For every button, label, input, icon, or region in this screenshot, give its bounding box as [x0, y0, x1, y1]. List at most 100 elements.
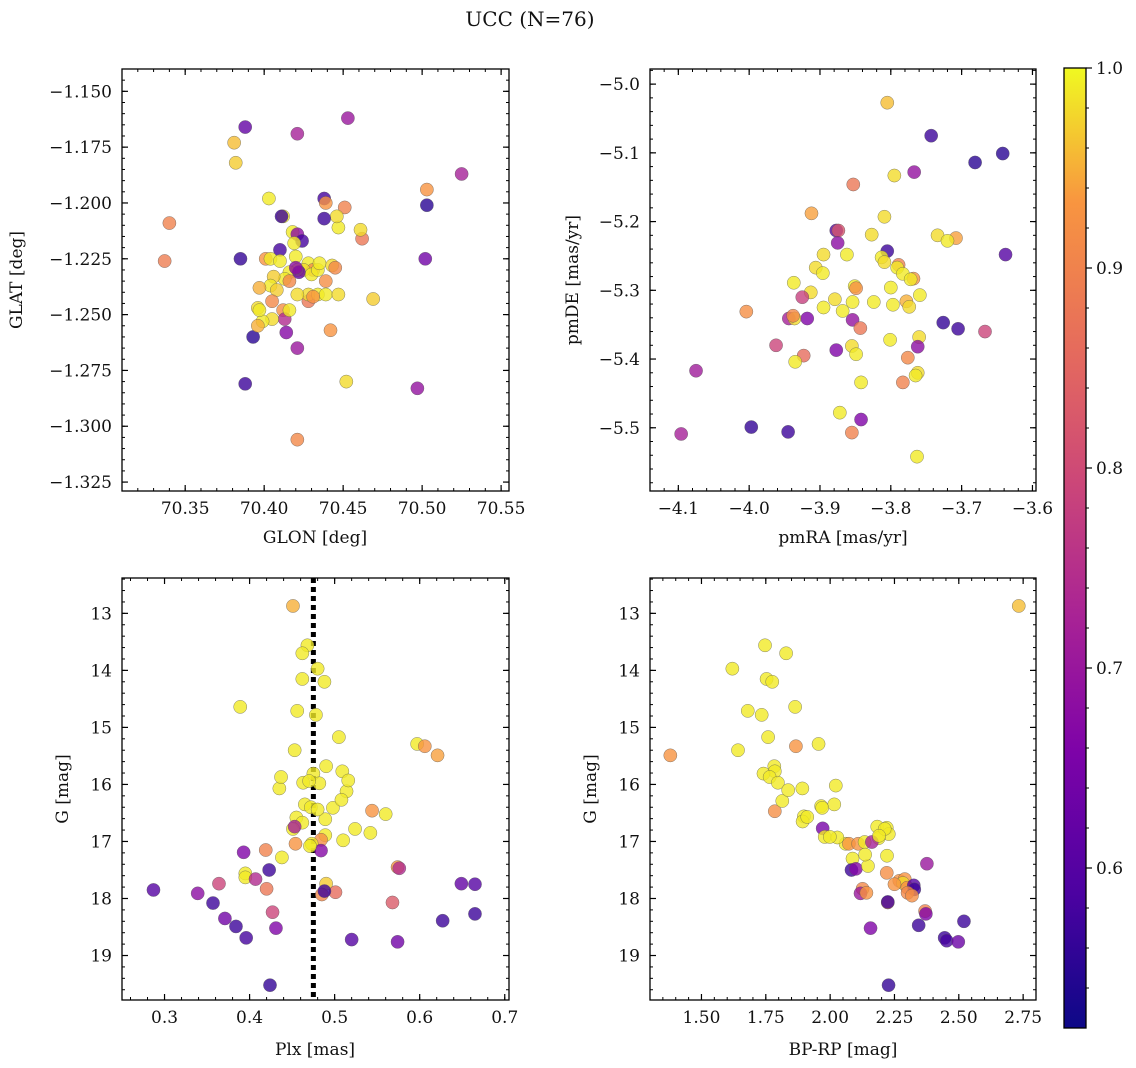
scatter-point — [317, 674, 332, 689]
scatter-point — [754, 708, 769, 722]
scatter-point — [272, 781, 287, 796]
x-tick-labels: 70.35 70.40 70.45 70.50 70.55 — [161, 499, 526, 519]
scatter-point — [849, 861, 863, 876]
panel-glon-glat: −1.150 −1.175 −1.200 −1.225 −1.250 −1.275 −1.3… — [7, 68, 526, 548]
scatter-point — [998, 247, 1013, 262]
y-tick-label: −5.1 — [599, 144, 640, 164]
x-axis-label: GLON [deg] — [263, 528, 367, 548]
y-tick-label: −1.175 — [49, 138, 112, 158]
x-axis-label: BP-RP [mag] — [789, 1040, 898, 1060]
colorbar-tick-label: 0.9 — [1096, 259, 1123, 279]
scatter-point — [863, 921, 878, 935]
scatter-point — [339, 374, 354, 389]
scatter-point — [337, 200, 352, 215]
scatter-point — [259, 881, 274, 896]
scatter-point — [866, 295, 881, 309]
scatter-point — [262, 863, 276, 877]
y-tick-label: −1.250 — [49, 306, 112, 326]
x-tick-label: 1.75 — [747, 1008, 785, 1028]
scatter-point — [781, 783, 796, 797]
x-tick-label: 70.45 — [319, 499, 368, 519]
scatter-point — [887, 168, 902, 183]
scatter-point — [905, 888, 919, 903]
colorbar: 0.6 0.7 0.8 0.9 1.0 — [1063, 59, 1123, 1029]
scatter-point — [454, 876, 469, 891]
scatter-point — [788, 700, 802, 714]
axis-ticks — [649, 69, 1036, 491]
y-tick-label: 16 — [90, 775, 112, 795]
scatter-point — [310, 661, 325, 676]
scatter-point — [418, 251, 433, 266]
scatter-point — [233, 700, 248, 714]
scatter-point — [265, 294, 279, 309]
scatter-point — [811, 737, 826, 751]
scatter-point — [908, 368, 923, 383]
scatter-point — [252, 280, 267, 295]
scatter-point — [353, 222, 368, 237]
scatter-point — [859, 885, 874, 900]
scatter-point — [329, 209, 344, 224]
scatter-point — [317, 211, 332, 226]
scatter-point — [233, 251, 248, 266]
scatter-point — [378, 807, 393, 821]
scatter-point — [295, 672, 310, 686]
scatter-point — [341, 773, 356, 788]
scatter-point — [828, 778, 843, 793]
scatter-point — [995, 146, 1010, 161]
x-tick-label: 0.3 — [151, 1008, 178, 1028]
panel-pmra-pmde: −5.0 −5.1 −5.2 −5.3 −5.4 −5.5 −4.1 −4.0 −3.9 −3.… — [563, 68, 1053, 548]
scatter-point — [454, 167, 469, 181]
y-tick-label: 15 — [618, 718, 640, 738]
scatter-point — [287, 743, 302, 758]
scatter-point — [881, 978, 896, 993]
colorbar-gradient — [1064, 68, 1086, 1028]
scatter-point — [854, 375, 868, 390]
y-tick-label: −5.3 — [599, 281, 640, 301]
scatter-point — [861, 859, 875, 873]
scatter-point — [1011, 599, 1026, 613]
scatter-point — [883, 332, 897, 347]
scatter-point — [468, 907, 482, 921]
y-tick-label: 13 — [90, 604, 112, 624]
scatter-point — [336, 833, 350, 848]
scatter-point — [162, 216, 177, 230]
x-tick-label: 0.7 — [491, 1008, 518, 1028]
x-axis-label: pmRA [mas/yr] — [778, 528, 907, 548]
y-axis-label: GLAT [deg] — [7, 231, 27, 329]
scatter-point — [250, 318, 265, 333]
scatter-point — [771, 775, 785, 790]
scatter-point — [886, 297, 900, 312]
scatter-point — [835, 304, 850, 318]
scatter-point — [385, 895, 400, 910]
scatter-point — [789, 739, 803, 754]
scatter-point — [674, 427, 689, 441]
scatter-point — [274, 209, 289, 224]
x-tick-label: 2.75 — [1004, 1008, 1042, 1028]
scatter-point — [854, 412, 868, 427]
x-tick-label: 2.25 — [876, 1008, 914, 1028]
scatter-point — [258, 843, 273, 857]
scatter-point — [779, 646, 793, 661]
scatter-point — [420, 198, 434, 213]
scatter-point — [903, 272, 918, 287]
scatter-point — [864, 227, 879, 242]
scatter-point — [786, 275, 801, 290]
scatter-point — [804, 206, 819, 221]
scatter-point — [269, 921, 283, 935]
x-tick-label: −3.8 — [870, 499, 911, 519]
x-tick-label: 2.00 — [811, 1008, 849, 1028]
scatter-point — [968, 155, 982, 170]
scatter-point — [951, 321, 965, 336]
scatter-point — [319, 759, 333, 774]
scatter-point — [157, 254, 172, 268]
scatter-point — [911, 918, 926, 933]
scatter-point — [880, 95, 895, 110]
scatter-point — [936, 315, 951, 330]
y-tick-label: −5.5 — [599, 419, 640, 439]
x-tick-labels: 0.3 0.4 0.5 0.6 0.7 — [151, 1008, 518, 1028]
scatter-point — [328, 260, 343, 275]
y-axis-label: G [mag] — [53, 754, 73, 823]
colorbar-tick-label: 0.6 — [1096, 859, 1123, 879]
scatter-point — [880, 848, 894, 863]
